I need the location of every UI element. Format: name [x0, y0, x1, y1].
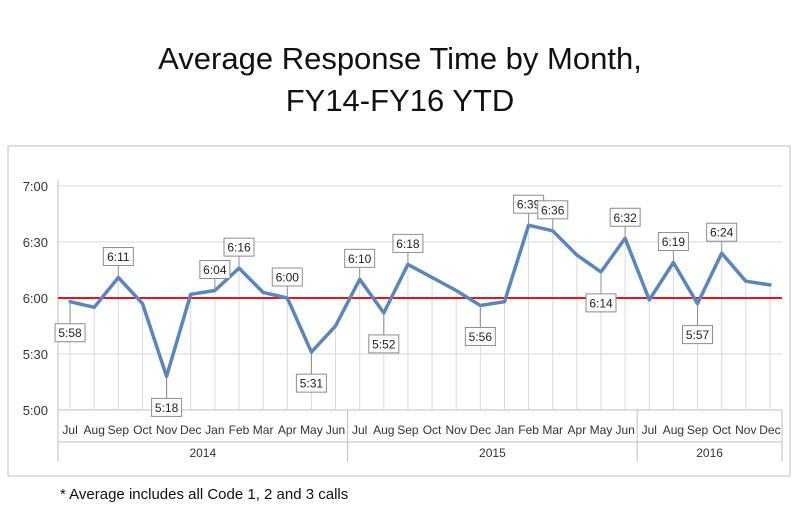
data-label-box	[54, 323, 86, 343]
data-label-box	[151, 397, 183, 417]
data-label: 6:10	[348, 252, 372, 266]
x-tick-label: Mar	[542, 423, 563, 437]
data-label: 5:56	[469, 330, 493, 344]
data-point	[92, 305, 96, 309]
data-label-box	[392, 233, 424, 253]
data-label-box	[537, 200, 569, 220]
year-group-label: 2016	[696, 446, 723, 460]
x-tick-label: Feb	[518, 423, 539, 437]
y-tick-label: 7:00	[23, 179, 48, 194]
footnote: * Average includes all Code 1, 2 and 3 c…	[60, 486, 349, 503]
x-tick-label: Jul	[642, 423, 657, 437]
data-label: 6:14	[589, 296, 613, 310]
x-tick-label: May	[300, 423, 323, 437]
chart-frame	[7, 145, 791, 477]
y-tick-label: 6:00	[23, 291, 48, 306]
chart-title: Average Response Time by Month, FY14-FY1…	[0, 38, 800, 122]
chart-title-line1: Average Response Time by Month,	[158, 41, 642, 76]
data-label-box	[271, 267, 303, 287]
data-label: 6:11	[107, 250, 130, 264]
data-point	[768, 283, 772, 287]
data-label-box	[657, 232, 689, 252]
x-tick-label: Dec	[470, 423, 491, 437]
data-point	[334, 324, 338, 328]
data-label-box	[295, 373, 327, 393]
data-point	[744, 279, 748, 283]
x-tick-label: Jul	[352, 423, 367, 437]
data-label: 6:32	[613, 211, 637, 225]
data-point	[430, 275, 434, 279]
x-tick-label: Apr	[568, 423, 587, 437]
data-point	[140, 302, 144, 306]
x-tick-label: Dec	[180, 423, 201, 437]
data-label-box	[682, 325, 714, 345]
data-point	[502, 300, 506, 304]
data-label: 5:58	[58, 326, 82, 340]
data-label: 6:18	[396, 237, 420, 251]
y-tick-label: 5:30	[23, 347, 48, 362]
data-label-box	[344, 248, 376, 268]
x-tick-label: Aug	[373, 423, 394, 437]
data-label-box	[464, 326, 496, 346]
data-label: 5:31	[300, 377, 324, 391]
y-tick-label: 6:30	[23, 235, 48, 250]
x-tick-label: Nov	[446, 423, 467, 437]
data-label: 5:18	[155, 401, 179, 415]
x-tick-label: Jul	[62, 423, 77, 437]
x-tick-label: Mar	[253, 423, 274, 437]
x-tick-label: Dec	[759, 423, 780, 437]
year-group-label: 2015	[479, 446, 506, 460]
x-tick-label: May	[590, 423, 613, 437]
x-tick-label: Nov	[156, 423, 177, 437]
x-tick-label: Oct	[712, 423, 731, 437]
year-group-label: 2014	[189, 446, 216, 460]
data-label-box	[102, 246, 134, 266]
data-point	[261, 290, 265, 294]
data-label-box	[223, 237, 255, 257]
x-tick-label: Jun	[326, 423, 345, 437]
x-tick-label: Nov	[735, 423, 756, 437]
series-line	[68, 223, 772, 379]
x-tick-label: Sep	[108, 423, 130, 437]
x-tick-label: Sep	[687, 423, 709, 437]
y-tick-label: 5:00	[23, 403, 48, 418]
data-label: 6:39	[517, 198, 541, 212]
chart-title-line2: FY14-FY16 YTD	[285, 83, 515, 118]
x-tick-label: Jan	[205, 423, 224, 437]
x-tick-label: Sep	[397, 423, 419, 437]
data-point	[575, 253, 579, 257]
x-tick-label: Jan	[495, 423, 514, 437]
data-label-box	[706, 222, 738, 242]
data-point	[454, 289, 458, 293]
x-tick-label: Oct	[133, 423, 152, 437]
data-label: 6:36	[541, 203, 565, 217]
data-label-box	[585, 293, 617, 313]
data-label-box	[609, 207, 641, 227]
x-tick-label: Aug	[84, 423, 105, 437]
data-point	[647, 298, 651, 302]
data-label: 6:24	[710, 226, 734, 240]
data-label-box	[368, 334, 400, 354]
data-point	[189, 292, 193, 296]
data-label: 6:04	[203, 263, 227, 277]
x-tick-label: Aug	[663, 423, 684, 437]
x-tick-label: Feb	[229, 423, 250, 437]
x-tick-label: Oct	[423, 423, 442, 437]
data-label: 6:16	[227, 241, 251, 255]
x-tick-label: Apr	[278, 423, 297, 437]
data-label: 6:19	[662, 235, 686, 249]
data-label: 5:52	[372, 337, 396, 351]
data-label-box	[199, 260, 231, 280]
x-tick-label: Jun	[615, 423, 634, 437]
data-label: 5:57	[686, 328, 710, 342]
data-label: 6:00	[276, 271, 300, 285]
